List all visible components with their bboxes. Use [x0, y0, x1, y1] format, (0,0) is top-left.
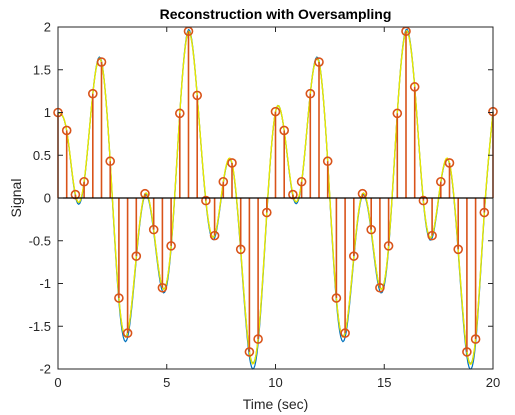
- y-tick-label: -2: [39, 362, 51, 377]
- y-axis-label: Signal: [8, 179, 24, 218]
- y-tick-label: 1: [44, 105, 51, 120]
- x-tick-label: 5: [163, 375, 170, 390]
- y-tick-label: -0.5: [29, 233, 51, 248]
- x-tick-label: 10: [268, 375, 282, 390]
- x-axis-label: Time (sec): [243, 396, 309, 412]
- y-tick-label: 0.5: [33, 148, 51, 163]
- y-tick-label: 2: [44, 20, 51, 35]
- y-tick-label: 1.5: [33, 62, 51, 77]
- y-tick-label: -1.5: [29, 319, 51, 334]
- chart-title: Reconstruction with Oversampling: [160, 6, 392, 22]
- y-tick-label: 0: [44, 191, 51, 206]
- x-tick-label: 0: [54, 375, 61, 390]
- x-tick-label: 20: [486, 375, 500, 390]
- y-tick-label: -1: [39, 276, 51, 291]
- x-tick-label: 15: [377, 375, 391, 390]
